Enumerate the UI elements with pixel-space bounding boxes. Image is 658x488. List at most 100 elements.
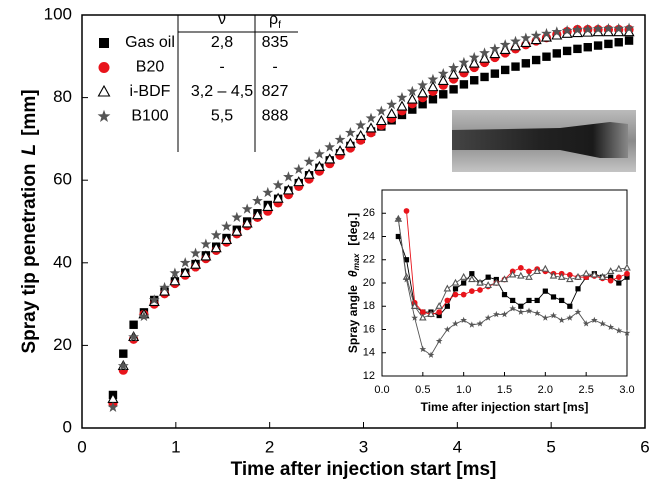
y-tick-label: 60 xyxy=(53,170,72,189)
marker-circle xyxy=(436,309,443,315)
y-axis-label: Spray tip penetration L [mm] xyxy=(19,89,40,353)
x-tick-label: 5 xyxy=(546,437,555,456)
marker-circle xyxy=(526,268,532,275)
marker-triangle xyxy=(549,271,558,279)
y-tick-label: 40 xyxy=(53,252,72,271)
y-tick-label: 26 xyxy=(363,207,375,219)
marker-star xyxy=(148,294,160,305)
marker-star xyxy=(159,281,170,293)
marker-triangle xyxy=(448,68,460,79)
marker-triangle xyxy=(189,258,202,269)
legend-cell: 827 xyxy=(262,83,289,100)
marker-triangle xyxy=(443,284,452,292)
marker-triangle xyxy=(458,62,470,73)
marker-star xyxy=(574,308,582,315)
marker-star xyxy=(530,29,542,41)
marker-triangle xyxy=(344,137,356,148)
marker-star xyxy=(510,35,521,47)
y-tick-label: 22 xyxy=(363,254,375,266)
marker-star xyxy=(117,360,129,371)
legend-marker xyxy=(99,38,109,48)
series-line xyxy=(406,210,628,315)
marker-square xyxy=(526,297,532,304)
marker-triangle xyxy=(210,242,222,253)
label-part: ρ xyxy=(269,11,278,28)
marker-triangle xyxy=(478,52,491,63)
marker-star xyxy=(221,220,232,232)
marker-triangle xyxy=(566,275,574,283)
marker-circle xyxy=(460,291,467,298)
marker-triangle xyxy=(615,264,623,272)
marker-star xyxy=(252,195,263,206)
marker-star xyxy=(272,179,284,190)
marker-star xyxy=(262,186,274,198)
marker-star xyxy=(591,316,598,324)
marker-star xyxy=(303,155,315,167)
marker-triangle xyxy=(451,278,460,286)
label-part: [deg.] xyxy=(346,213,360,246)
marker-star xyxy=(403,276,410,283)
legend-marker xyxy=(98,62,110,73)
marker-triangle xyxy=(520,36,532,47)
marker-star xyxy=(169,267,181,278)
x-axis-label: Time after injection start [ms] xyxy=(231,459,497,480)
marker-triangle xyxy=(437,74,449,85)
marker-triangle xyxy=(517,271,525,279)
marker-square xyxy=(624,36,634,45)
marker-star xyxy=(566,314,574,321)
legend-header: ν xyxy=(218,11,226,28)
marker-square xyxy=(518,303,524,309)
legend-cell: - xyxy=(219,59,224,76)
marker-triangle xyxy=(525,272,533,280)
marker-triangle xyxy=(574,272,582,280)
marker-star xyxy=(550,312,557,319)
label-part: L xyxy=(19,144,40,156)
marker-square xyxy=(531,55,541,65)
legend: ν ρf Gas oil 2,8 835 B20 - - i-BDF 3,2 – 4,5 827 B1… xyxy=(97,11,298,152)
x-tick-label: 4 xyxy=(453,437,462,456)
marker-star xyxy=(479,47,490,58)
marker-star xyxy=(599,320,606,327)
marker-star xyxy=(200,238,212,249)
marker-triangle xyxy=(435,301,443,309)
marker-triangle xyxy=(293,176,305,187)
marker-star xyxy=(468,51,480,63)
marker-star xyxy=(448,62,459,73)
y-tick-label: 24 xyxy=(363,230,375,242)
plot-frame xyxy=(381,189,628,377)
y-tick-label: 16 xyxy=(363,323,375,335)
marker-star xyxy=(427,73,439,85)
marker-triangle xyxy=(365,122,377,133)
series-line xyxy=(397,218,628,319)
marker-star xyxy=(128,331,139,342)
marker-star xyxy=(468,321,476,328)
marker-circle xyxy=(403,208,410,214)
marker-square xyxy=(593,41,603,50)
marker-star xyxy=(499,39,511,50)
marker-triangle xyxy=(623,263,631,271)
marker-star xyxy=(613,22,625,34)
marker-star xyxy=(501,310,508,318)
marker-star xyxy=(615,327,623,334)
marker-triangle xyxy=(427,310,435,318)
marker-star xyxy=(444,325,451,333)
marker-star xyxy=(460,316,467,324)
y-tick-label: 14 xyxy=(363,347,375,359)
y-tick-label: 100 xyxy=(44,4,72,23)
marker-star xyxy=(411,314,418,321)
marker-square xyxy=(559,297,565,304)
marker-star xyxy=(561,25,573,36)
marker-triangle xyxy=(590,270,599,278)
marker-star xyxy=(365,112,377,123)
marker-square xyxy=(501,292,508,298)
marker-square xyxy=(510,297,516,304)
marker-triangle xyxy=(459,272,468,280)
marker-square xyxy=(552,49,561,58)
marker-star xyxy=(551,26,563,37)
legend-label: B20 xyxy=(136,59,165,76)
label-part: [mm] xyxy=(19,89,40,135)
marker-star xyxy=(592,23,604,34)
marker-triangle xyxy=(492,278,501,286)
x-tick-label: 0 xyxy=(77,437,86,456)
y-tick-label: 18 xyxy=(363,300,375,312)
